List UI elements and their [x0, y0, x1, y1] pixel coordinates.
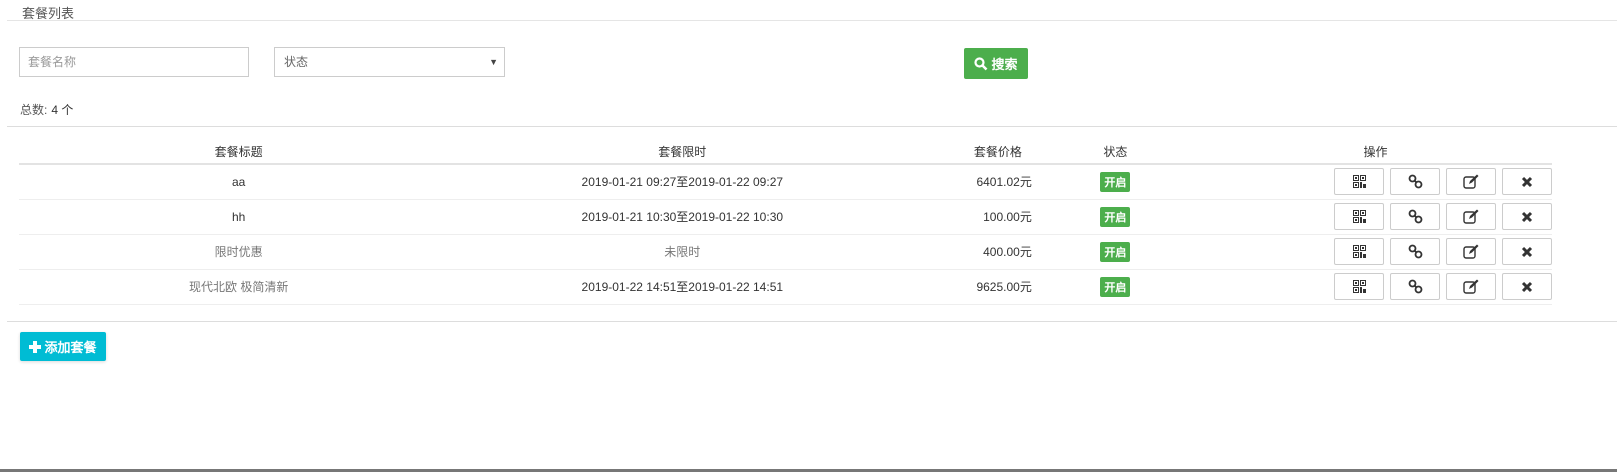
link-icon	[1408, 279, 1423, 294]
delete-button[interactable]	[1502, 238, 1552, 265]
table-row: hh 2019-01-21 10:30至2019-01-22 10:30 100…	[19, 199, 1552, 235]
status-select[interactable]: 状态 ▼	[274, 47, 505, 77]
link-button[interactable]	[1390, 238, 1440, 265]
cell-time: 2019-01-21 10:30至2019-01-22 10:30	[458, 199, 907, 235]
status-select-value: 状态	[284, 55, 309, 69]
add-package-label: 添加套餐	[44, 340, 97, 355]
cell-status: 开启	[1031, 269, 1199, 305]
edit-icon	[1463, 174, 1479, 189]
qrcode-icon	[1352, 245, 1366, 258]
qrcode-button[interactable]	[1334, 203, 1384, 230]
close-icon	[1521, 246, 1533, 258]
header-actions: 操作	[1199, 140, 1552, 165]
status-badge: 开启	[1100, 206, 1131, 227]
qrcode-icon	[1352, 175, 1366, 189]
cell-actions	[1199, 199, 1552, 235]
table-header-row: 套餐标题 套餐限时 套餐价格 状态 操作	[19, 140, 1552, 165]
cell-price: 100.00元	[906, 199, 1032, 235]
delete-button[interactable]	[1502, 273, 1552, 300]
header-price: 套餐价格	[906, 140, 1032, 165]
divider	[7, 126, 1617, 127]
cell-title: 限时优惠	[19, 234, 459, 270]
delete-button[interactable]	[1502, 203, 1552, 230]
edit-icon	[1463, 209, 1479, 224]
table-row: 现代北欧 极简清新 2019-01-22 14:51至2019-01-22 14…	[19, 269, 1552, 305]
plus-icon	[29, 340, 42, 353]
link-button[interactable]	[1390, 273, 1440, 300]
edit-icon	[1463, 279, 1479, 294]
status-badge: 开启	[1100, 171, 1131, 192]
status-badge: 开启	[1100, 276, 1131, 297]
search-label: 搜索	[991, 57, 1018, 72]
cell-actions	[1199, 234, 1552, 270]
package-table: 套餐标题 套餐限时 套餐价格 状态 操作 aa 2019-01-21 09:27…	[19, 140, 1552, 305]
cell-status: 开启	[1031, 234, 1199, 270]
cell-time: 未限时	[458, 234, 907, 270]
qrcode-icon	[1352, 280, 1366, 293]
cell-title: 现代北欧 极简清新	[19, 269, 459, 305]
link-button[interactable]	[1390, 203, 1440, 230]
search-button[interactable]: 搜索	[964, 48, 1028, 79]
close-icon	[1521, 281, 1533, 293]
cell-status: 开启	[1031, 164, 1199, 200]
total-count-value: 4 个	[51, 103, 74, 117]
cell-price: 400.00元	[906, 234, 1032, 270]
bottom-bar	[0, 469, 1617, 472]
caret-down-icon: ▼	[489, 57, 498, 67]
qrcode-icon	[1352, 210, 1366, 223]
edit-button[interactable]	[1446, 238, 1496, 265]
link-icon	[1408, 209, 1423, 224]
link-icon	[1408, 244, 1423, 259]
cell-price: 9625.00元	[906, 269, 1032, 305]
cell-title: aa	[19, 164, 459, 200]
qrcode-button[interactable]	[1334, 168, 1384, 196]
link-button[interactable]	[1390, 168, 1440, 196]
delete-button[interactable]	[1502, 168, 1552, 196]
cell-title: hh	[19, 199, 459, 235]
cell-actions	[1199, 269, 1552, 305]
qrcode-button[interactable]	[1334, 238, 1384, 265]
total-count: 总数: 4 个	[20, 101, 73, 118]
header-time: 套餐限时	[458, 140, 907, 165]
close-icon	[1521, 176, 1533, 188]
package-name-input[interactable]: 套餐名称	[19, 47, 249, 77]
divider	[7, 321, 1617, 322]
cell-time: 2019-01-21 09:27至2019-01-22 09:27	[458, 164, 907, 200]
status-badge: 开启	[1100, 241, 1131, 262]
qrcode-button[interactable]	[1334, 273, 1384, 300]
table-row: aa 2019-01-21 09:27至2019-01-22 09:27 640…	[19, 164, 1552, 200]
edit-button[interactable]	[1446, 273, 1496, 300]
total-count-label: 总数:	[20, 103, 48, 117]
link-icon	[1408, 174, 1423, 189]
header-title: 套餐标题	[19, 140, 459, 165]
table-row: 限时优惠 未限时 400.00元 开启	[19, 234, 1552, 270]
edit-button[interactable]	[1446, 203, 1496, 230]
header-status: 状态	[1031, 140, 1199, 165]
page-title: 套餐列表	[22, 6, 75, 21]
search-icon	[974, 56, 988, 70]
edit-button[interactable]	[1446, 168, 1496, 196]
edit-icon	[1463, 244, 1479, 259]
cell-status: 开启	[1031, 199, 1199, 235]
cell-price: 6401.02元	[906, 164, 1032, 200]
close-icon	[1521, 211, 1533, 223]
add-package-button[interactable]: 添加套餐	[20, 332, 106, 361]
divider	[7, 20, 1617, 21]
cell-actions	[1199, 164, 1552, 200]
cell-time: 2019-01-22 14:51至2019-01-22 14:51	[458, 269, 907, 305]
